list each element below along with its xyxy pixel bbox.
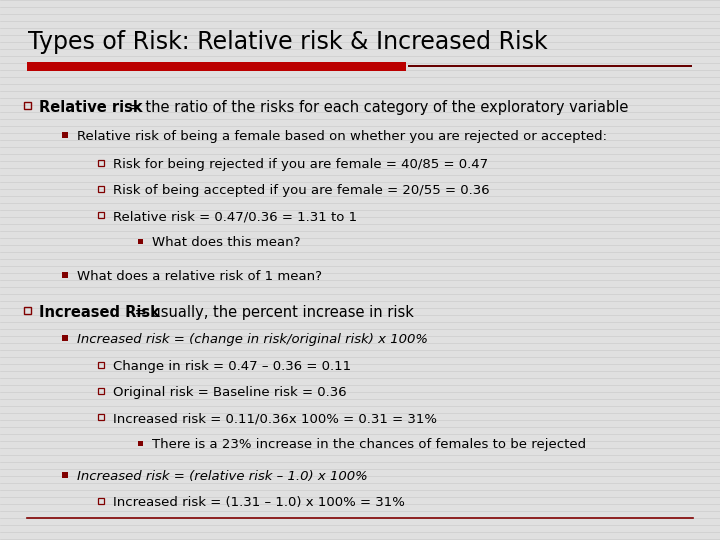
Text: Risk of being accepted if you are female = 20/55 = 0.36: Risk of being accepted if you are female… — [113, 184, 490, 197]
Bar — [98, 362, 104, 368]
Text: Increased risk = (relative risk – 1.0) x 100%: Increased risk = (relative risk – 1.0) x… — [77, 470, 367, 483]
Bar — [98, 186, 104, 192]
Text: Risk for being rejected if you are female = 40/85 = 0.47: Risk for being rejected if you are femal… — [113, 158, 488, 171]
Bar — [98, 498, 104, 504]
Text: What does a relative risk of 1 mean?: What does a relative risk of 1 mean? — [77, 270, 322, 283]
Text: There is a 23% increase in the chances of females to be rejected: There is a 23% increase in the chances o… — [153, 438, 587, 451]
Bar — [24, 307, 31, 314]
Text: Original risk = Baseline risk = 0.36: Original risk = Baseline risk = 0.36 — [113, 386, 346, 399]
Bar — [408, 65, 692, 67]
Bar — [98, 212, 104, 218]
Text: Change in risk = 0.47 – 0.36 = 0.11: Change in risk = 0.47 – 0.36 = 0.11 — [113, 360, 351, 373]
Bar — [27, 62, 406, 71]
Bar — [138, 239, 143, 244]
Text: Relative risk = 0.47/0.36 = 1.31 to 1: Relative risk = 0.47/0.36 = 1.31 to 1 — [113, 210, 357, 223]
Text: = usually, the percent increase in risk: = usually, the percent increase in risk — [130, 305, 415, 320]
Text: = the ratio of the risks for each category of the exploratory variable: = the ratio of the risks for each catego… — [124, 100, 629, 115]
Bar — [138, 441, 143, 446]
Text: Relative risk of being a female based on whether you are rejected or accepted:: Relative risk of being a female based on… — [77, 130, 607, 143]
Bar — [98, 160, 104, 166]
Bar — [62, 132, 68, 138]
Text: Increased risk = (1.31 – 1.0) x 100% = 31%: Increased risk = (1.31 – 1.0) x 100% = 3… — [113, 496, 405, 509]
Bar — [62, 272, 68, 278]
Text: Relative risk: Relative risk — [40, 100, 143, 115]
Text: Increased Risk: Increased Risk — [40, 305, 161, 320]
Bar — [62, 335, 68, 341]
Text: Increased risk = 0.11/0.36x 100% = 0.31 = 31%: Increased risk = 0.11/0.36x 100% = 0.31 … — [113, 412, 437, 425]
Text: What does this mean?: What does this mean? — [153, 236, 301, 249]
Text: Increased risk = (change in risk/original risk) x 100%: Increased risk = (change in risk/origina… — [77, 333, 428, 346]
Text: Types of Risk: Relative risk & Increased Risk: Types of Risk: Relative risk & Increased… — [28, 30, 548, 54]
Bar — [24, 102, 31, 109]
Bar — [98, 414, 104, 420]
Bar — [98, 388, 104, 394]
Bar — [62, 472, 68, 478]
